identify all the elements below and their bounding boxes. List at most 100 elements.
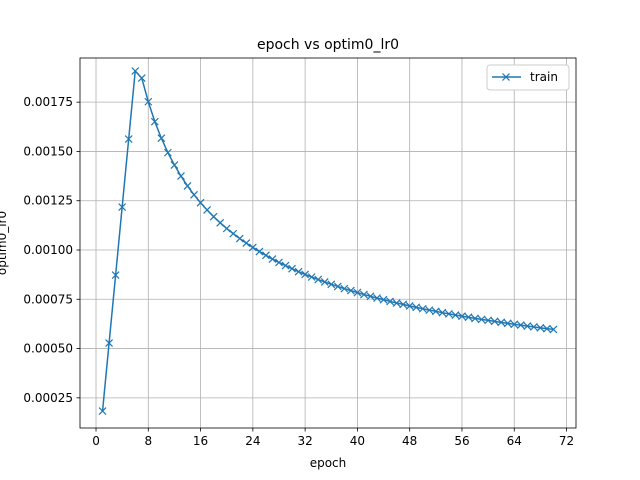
data-point xyxy=(235,234,244,243)
x-tick-label: 8 xyxy=(144,434,152,448)
y-tick-label: 0.00075 xyxy=(23,292,73,306)
data-point xyxy=(471,314,479,323)
y-tick-label: 0.00150 xyxy=(23,144,73,158)
data-point xyxy=(444,309,453,318)
data-point xyxy=(490,317,499,326)
data-point xyxy=(190,190,198,199)
data-point xyxy=(484,316,493,325)
y-tick-label: 0.00175 xyxy=(23,95,73,109)
x-tick-label: 56 xyxy=(454,434,469,448)
data-point xyxy=(536,323,545,332)
data-point xyxy=(418,304,427,313)
x-tick-label: 40 xyxy=(350,434,365,448)
y-axis-ticks: 0.00025 0.00050 0.00075 0.00100 0.00125 0.001… xyxy=(23,95,80,405)
data-point xyxy=(353,288,362,297)
x-tick-label: 16 xyxy=(193,434,208,448)
data-point xyxy=(196,198,205,207)
data-point xyxy=(261,251,270,260)
grid-lines xyxy=(80,58,576,428)
legend: train xyxy=(486,64,570,91)
x-tick-label: 24 xyxy=(245,434,260,448)
data-point xyxy=(386,297,395,306)
data-point xyxy=(503,319,512,328)
data-point xyxy=(268,255,277,263)
data-point xyxy=(275,258,283,267)
data-point xyxy=(346,286,355,295)
y-axis-label: optim0_lr0 xyxy=(0,211,9,275)
data-point xyxy=(118,203,127,211)
data-point xyxy=(248,243,257,252)
data-point xyxy=(288,264,296,273)
data-point xyxy=(294,267,303,276)
data-point xyxy=(405,302,414,310)
x-tick-label: 32 xyxy=(297,434,312,448)
data-point xyxy=(431,307,440,316)
data-point xyxy=(203,206,212,214)
data-point xyxy=(542,324,551,333)
legend-box xyxy=(486,64,570,91)
data-point xyxy=(255,247,264,256)
legend-marker-icon xyxy=(502,73,510,81)
data-point xyxy=(242,239,251,248)
data-point xyxy=(327,280,336,289)
data-point xyxy=(379,295,388,304)
data-point xyxy=(477,315,486,324)
data-point xyxy=(157,134,166,143)
data-point xyxy=(124,135,133,143)
data-point xyxy=(373,294,381,303)
data-point xyxy=(98,407,107,415)
data-point xyxy=(464,313,473,322)
data-point xyxy=(366,292,375,301)
data-point xyxy=(458,312,466,321)
data-point xyxy=(392,299,401,307)
series-line-train xyxy=(101,70,554,412)
data-point xyxy=(209,212,218,221)
data-point xyxy=(320,278,329,286)
x-axis-label: epoch xyxy=(310,456,347,470)
x-tick-label: 72 xyxy=(559,434,574,448)
data-point xyxy=(314,275,323,284)
data-point xyxy=(301,270,310,279)
data-point xyxy=(497,318,506,327)
data-point xyxy=(529,322,538,331)
data-point xyxy=(307,273,316,281)
legend-label-train: train xyxy=(530,70,558,84)
data-point xyxy=(340,284,349,293)
data-point xyxy=(438,308,447,317)
data-point xyxy=(183,182,192,190)
y-tick-label: 0.00050 xyxy=(23,342,73,356)
data-point xyxy=(150,117,159,126)
data-point xyxy=(163,148,172,157)
x-tick-label: 0 xyxy=(92,434,100,448)
x-tick-label: 48 xyxy=(402,434,417,448)
data-point xyxy=(111,271,120,279)
data-point xyxy=(425,306,434,315)
data-point xyxy=(333,282,342,291)
data-point xyxy=(523,322,532,331)
data-point xyxy=(516,321,525,330)
data-point xyxy=(510,320,519,329)
x-axis-ticks: 0 8 16 24 32 40 48 56 64 72 xyxy=(92,428,574,448)
y-tick-label: 0.00025 xyxy=(23,391,73,405)
series-layer xyxy=(98,67,558,415)
data-point xyxy=(549,325,558,334)
data-point xyxy=(105,339,114,347)
plot-frame xyxy=(79,57,577,429)
data-point xyxy=(131,67,140,75)
data-point xyxy=(170,161,179,169)
data-point xyxy=(137,74,146,83)
data-point xyxy=(177,172,185,181)
y-tick-label: 0.00125 xyxy=(23,194,73,208)
data-point xyxy=(451,311,460,319)
data-point xyxy=(229,229,238,238)
data-point xyxy=(281,261,290,270)
data-point xyxy=(360,290,368,299)
data-point xyxy=(222,224,231,233)
data-point xyxy=(216,218,225,227)
data-point xyxy=(399,300,408,309)
x-tick-label: 64 xyxy=(507,434,522,448)
chart-title: epoch vs optim0_lr0 xyxy=(257,37,399,53)
data-point xyxy=(144,97,153,106)
y-tick-label: 0.00100 xyxy=(23,243,73,257)
